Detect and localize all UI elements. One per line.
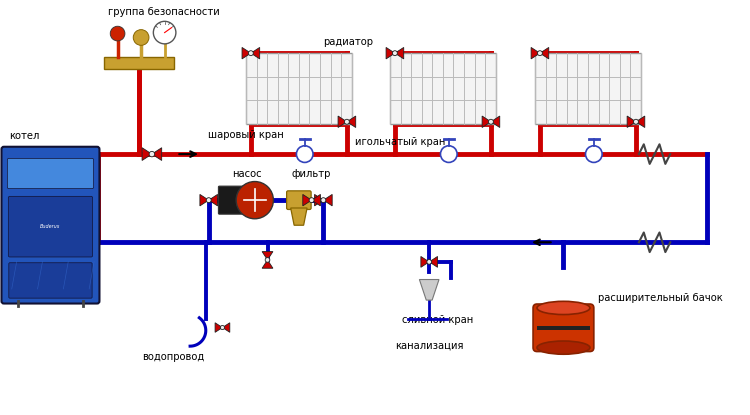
Text: сливной кран: сливной кран [402, 315, 473, 325]
Polygon shape [627, 116, 636, 127]
Polygon shape [152, 148, 162, 161]
FancyBboxPatch shape [9, 263, 92, 298]
Circle shape [344, 119, 350, 124]
Circle shape [488, 119, 494, 124]
Polygon shape [421, 256, 429, 267]
FancyBboxPatch shape [537, 326, 590, 330]
Polygon shape [209, 194, 218, 206]
Polygon shape [303, 194, 311, 206]
Circle shape [440, 146, 457, 162]
Circle shape [134, 29, 149, 45]
Circle shape [153, 21, 176, 44]
Text: канализация: канализация [395, 340, 464, 350]
Text: игольчатый кран: игольчатый кран [355, 137, 445, 147]
Polygon shape [395, 47, 404, 59]
Polygon shape [338, 116, 347, 127]
Circle shape [149, 151, 154, 157]
Text: расширительный бачок: расширительный бачок [598, 293, 722, 303]
Polygon shape [291, 208, 307, 225]
FancyBboxPatch shape [2, 147, 100, 303]
Polygon shape [531, 47, 540, 59]
FancyBboxPatch shape [246, 53, 352, 124]
Circle shape [538, 51, 542, 56]
Ellipse shape [537, 301, 590, 315]
Polygon shape [491, 116, 500, 127]
FancyBboxPatch shape [535, 53, 640, 124]
Circle shape [634, 119, 638, 124]
Circle shape [266, 258, 270, 262]
Polygon shape [636, 116, 645, 127]
Polygon shape [347, 116, 355, 127]
Polygon shape [200, 194, 208, 206]
Polygon shape [262, 251, 273, 260]
FancyBboxPatch shape [8, 196, 92, 257]
Polygon shape [429, 256, 437, 267]
FancyBboxPatch shape [286, 191, 311, 210]
Polygon shape [251, 47, 260, 59]
FancyBboxPatch shape [8, 159, 94, 189]
FancyBboxPatch shape [104, 56, 175, 69]
Polygon shape [386, 47, 395, 59]
Circle shape [321, 198, 326, 203]
Text: насос: насос [232, 168, 262, 178]
Polygon shape [482, 116, 491, 127]
Polygon shape [419, 280, 439, 300]
Text: радиатор: радиатор [323, 37, 374, 47]
Polygon shape [142, 148, 152, 161]
FancyBboxPatch shape [533, 304, 594, 352]
Polygon shape [323, 194, 332, 206]
Ellipse shape [537, 341, 590, 354]
Polygon shape [540, 47, 549, 59]
Circle shape [206, 198, 212, 203]
Circle shape [586, 146, 602, 162]
FancyBboxPatch shape [390, 53, 496, 124]
Polygon shape [242, 47, 250, 59]
Text: водопровод: водопровод [142, 352, 204, 362]
Text: фильтр: фильтр [291, 168, 331, 178]
Circle shape [296, 146, 313, 162]
Circle shape [309, 198, 314, 203]
Polygon shape [215, 323, 223, 332]
Polygon shape [311, 194, 320, 206]
Circle shape [236, 181, 274, 219]
Circle shape [392, 51, 398, 56]
Text: шаровый кран: шаровый кран [208, 130, 284, 140]
Polygon shape [314, 194, 323, 206]
Polygon shape [223, 323, 230, 332]
Polygon shape [262, 260, 273, 268]
Circle shape [248, 51, 254, 56]
Circle shape [427, 259, 431, 264]
Text: группа безопасности: группа безопасности [108, 7, 220, 17]
Text: котел: котел [9, 132, 39, 142]
FancyBboxPatch shape [218, 186, 247, 214]
Circle shape [220, 325, 224, 330]
Circle shape [110, 26, 125, 41]
Text: Buderus: Buderus [40, 224, 61, 229]
